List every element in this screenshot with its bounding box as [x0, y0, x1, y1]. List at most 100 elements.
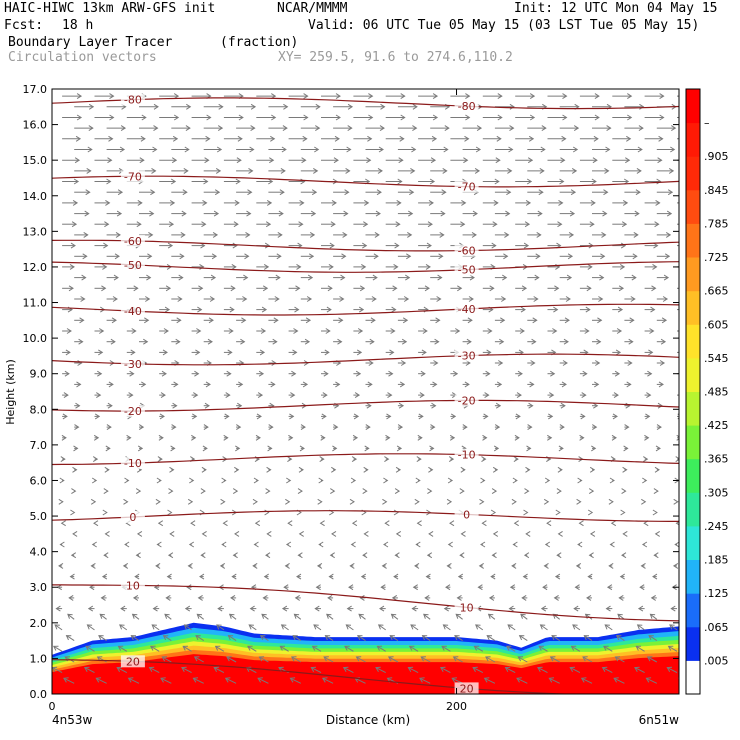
circulation-vector-head: [509, 125, 515, 132]
circulation-vector-head: [420, 656, 426, 662]
circulation-vector-head: [294, 594, 300, 601]
circulation-vector-head: [214, 645, 221, 651]
isotherm-line: [52, 584, 679, 622]
circulation-vector-head: [573, 605, 579, 612]
circulation-vector-head: [638, 125, 644, 132]
circulation-vector-head: [400, 114, 406, 121]
isotherm-label-bg: [120, 357, 145, 370]
isotherm-label-bg: [454, 508, 479, 521]
circulation-vector-head: [339, 296, 345, 302]
circulation-vector: [520, 613, 528, 620]
circulation-vector-head: [619, 263, 626, 270]
circulation-vector-head: [376, 645, 383, 651]
circulation-vector-head: [204, 402, 210, 409]
circulation-vector-head: [328, 263, 334, 270]
colorbar-swatch: [686, 492, 700, 527]
circulation-vector-head: [414, 562, 420, 569]
circulation-vector-head: [525, 199, 532, 206]
isotherm-label-bg: [454, 601, 479, 614]
circulation-vector-head: [591, 178, 597, 185]
circulation-vector-head: [211, 253, 218, 260]
circulation-vector-head: [360, 573, 367, 580]
circulation-vector-head: [146, 274, 152, 281]
circulation-vector-head: [226, 370, 232, 377]
circulation-vector-head: [544, 541, 551, 548]
circulation-vector-head: [102, 509, 108, 516]
circulation-vector-head: [153, 125, 159, 132]
circulation-vector-head: [438, 253, 444, 260]
circulation-vector-head: [111, 317, 117, 324]
circulation-vector: [194, 656, 204, 663]
circulation-vector-head: [655, 199, 661, 206]
circulation-vector-head: [455, 613, 461, 619]
circulation-vector-head: [384, 520, 390, 527]
circulation-vector-head: [559, 424, 565, 431]
circulation-vector-head: [200, 488, 206, 495]
circulation-vector-head: [580, 677, 587, 683]
circulation-vector: [603, 645, 613, 652]
circulation-vector-head: [91, 541, 97, 548]
circulation-vector: [486, 635, 496, 642]
circulation-vector: [164, 613, 172, 620]
circulation-vector-head: [443, 146, 449, 153]
circulation-vector-head: [322, 392, 328, 399]
circulation-vector-head: [72, 199, 79, 206]
circulation-vector: [229, 613, 237, 620]
circulation-vector-head: [681, 350, 685, 355]
circulation-vector-head: [572, 624, 578, 630]
circulation-vector-head: [650, 306, 656, 313]
circulation-vector-head: [186, 103, 192, 110]
circulation-vector-head: [646, 392, 652, 399]
circulation-vector-head: [349, 562, 355, 569]
circulation-vector-head: [75, 402, 81, 409]
circulation-vector-head: [460, 466, 466, 473]
circulation-vector-head: [228, 613, 235, 619]
circulation-vector-head: [234, 530, 240, 537]
circulation-vector-head: [483, 413, 489, 420]
circulation-vector-head: [539, 167, 545, 174]
circulation-vector-head: [647, 370, 653, 377]
circulation-vector-head: [341, 253, 347, 260]
circulation-vector-head: [372, 274, 378, 281]
circulation-vector: [636, 645, 645, 652]
circulation-vector: [259, 656, 269, 663]
circulation-vector-head: [98, 635, 104, 641]
circulation-vector-head: [331, 199, 337, 206]
circulation-vector-head: [432, 93, 439, 100]
circulation-vector-head: [207, 338, 213, 345]
circulation-vector-head: [449, 434, 456, 441]
circulation-vector-head: [71, 488, 77, 495]
circulation-vector: [581, 677, 593, 684]
circulation-vector-head: [87, 605, 94, 612]
circulation-vector-head: [93, 434, 100, 441]
colorbar-swatch: [686, 525, 700, 560]
x-left-endpoint: 4n53w: [52, 713, 93, 727]
circulation-vector-head: [358, 613, 364, 619]
circulation-vector-head: [483, 677, 490, 683]
circulation-vector-head: [387, 392, 393, 399]
circulation-vector-head: [636, 167, 642, 174]
circulation-vector-head: [508, 605, 514, 612]
circulation-vector-head: [491, 488, 498, 495]
circulation-vector-head: [252, 562, 258, 569]
circulation-vector-head: [83, 231, 89, 238]
circulation-vector-head: [135, 488, 142, 495]
circulation-vector-head: [673, 498, 679, 505]
circulation-vector-head: [567, 253, 574, 260]
circulation-vector-head: [395, 221, 401, 228]
circulation-vector-head: [446, 498, 453, 505]
circulation-vector-head: [285, 498, 291, 505]
circulation-vector: [163, 635, 172, 642]
circulation-vector-head: [375, 666, 381, 672]
circulation-vector-head: [67, 613, 73, 619]
circulation-vector-head: [169, 466, 175, 473]
circulation-vector-head: [116, 666, 122, 672]
circulation-vector-head: [305, 317, 312, 324]
circulation-vector-head: [397, 178, 403, 185]
circulation-vector-head: [240, 338, 246, 345]
circulation-vector: [537, 667, 548, 674]
circulation-vector-head: [465, 114, 471, 121]
circulation-vector-head: [528, 135, 535, 142]
circulation-vector-head: [493, 199, 499, 206]
circulation-vector-head: [321, 677, 328, 683]
